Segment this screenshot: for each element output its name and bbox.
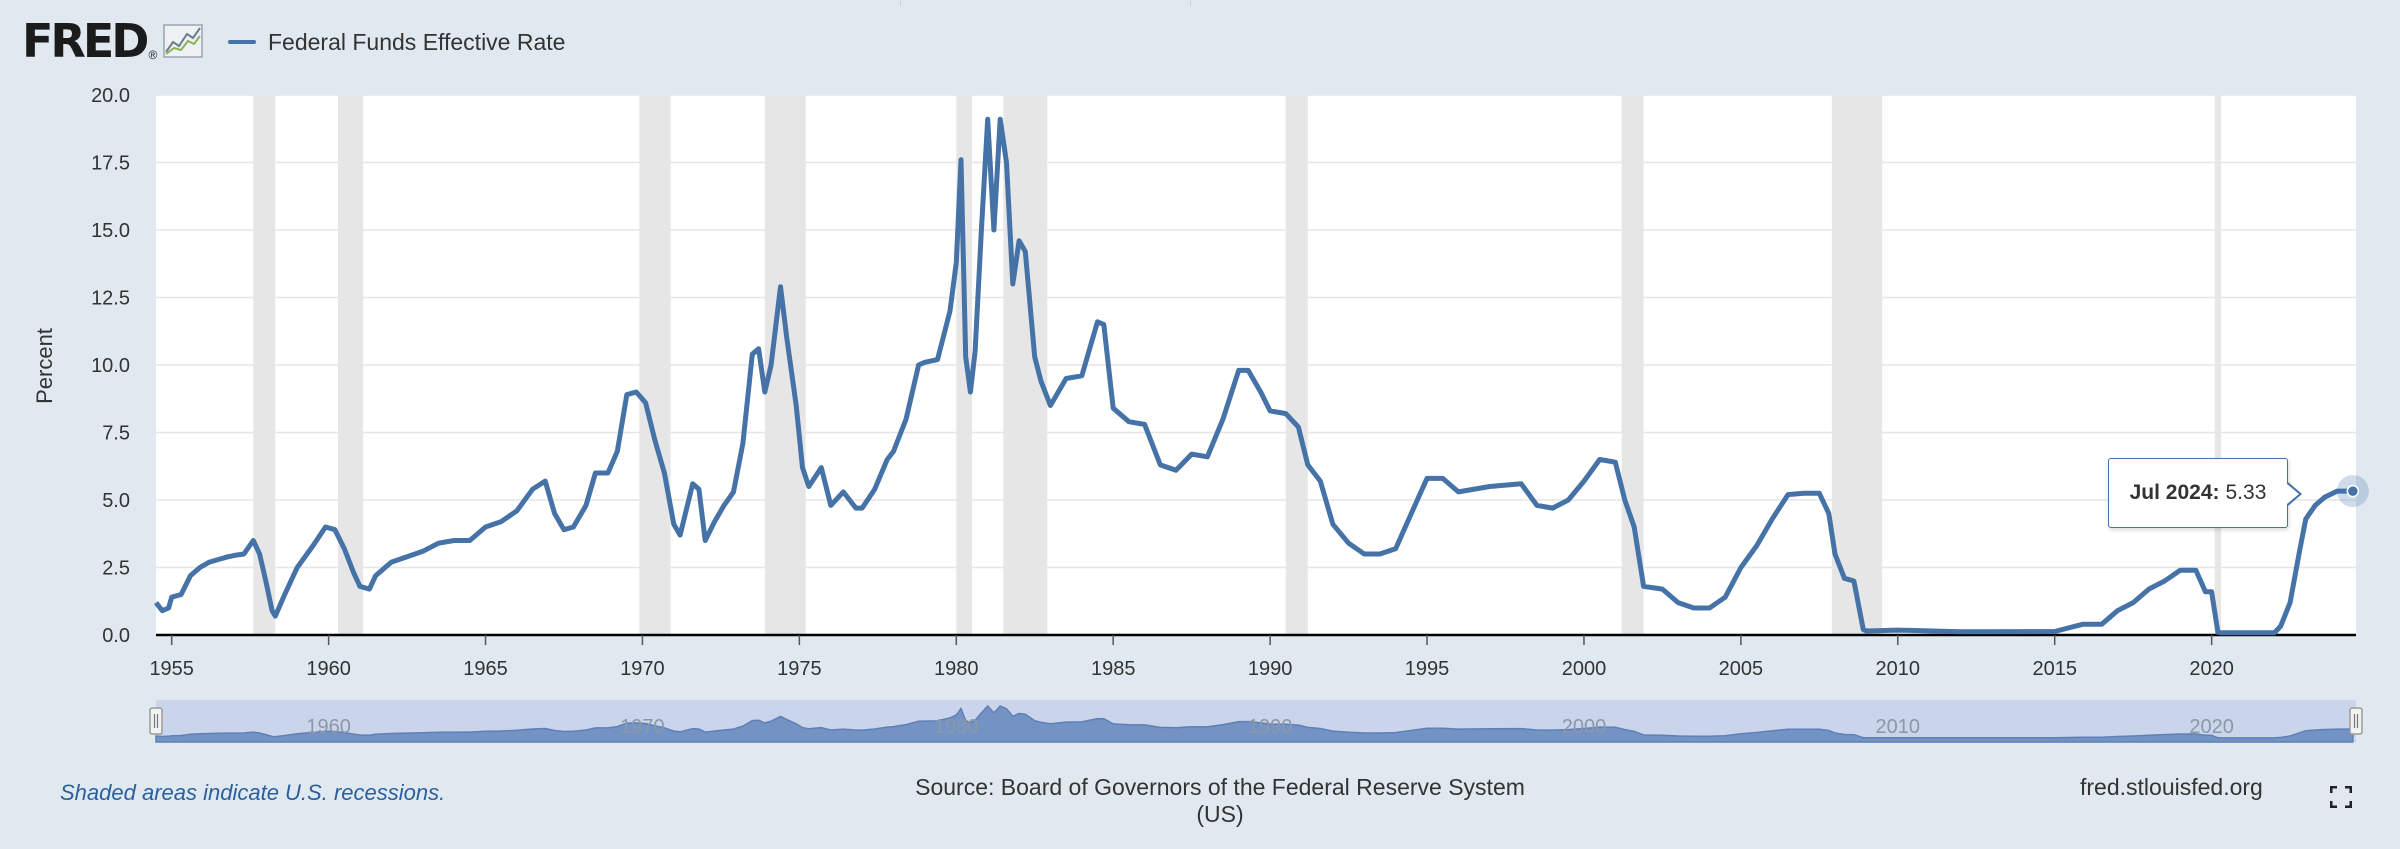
y-tick-label: 7.5 [102,423,130,445]
top-divider [900,0,901,6]
x-tick-label: 1995 [1405,658,1450,680]
x-tick-label: 1985 [1091,658,1136,680]
y-tick-label: 10.0 [91,355,130,377]
site-link[interactable]: fred.stlouisfed.org [2080,774,2263,800]
navigator-tick-label: 2000 [1562,716,1607,738]
navigator-selection [156,700,2356,742]
x-tick-label: 2020 [2189,658,2234,680]
x-tick-label: 1990 [1248,658,1293,680]
y-tick-label: 17.5 [91,153,130,175]
y-tick-label: 12.5 [91,288,130,310]
fred-logo[interactable]: FRED ® [22,14,204,68]
fullscreen-icon[interactable] [2330,786,2352,808]
y-tick-label: 0.0 [102,625,130,647]
x-tick-label: 1975 [777,658,822,680]
x-tick-label: 2000 [1562,658,1607,680]
y-tick-label: 2.5 [102,558,130,580]
navigator-tick-label: 1970 [620,716,665,738]
x-tick-label: 1960 [306,658,351,680]
logo-registered-mark: ® [148,48,158,62]
navigator-handle-right[interactable] [2349,707,2363,735]
x-tick-label: 2010 [1876,658,1921,680]
navigator-tick-label: 2020 [2189,716,2234,738]
x-tick-label: 2005 [1719,658,1764,680]
y-tick-label: 5.0 [102,490,130,512]
tooltip-value: 5.33 [2225,481,2267,504]
y-tick-label: 20.0 [91,85,130,107]
navigator-tick-label: 1960 [306,716,351,738]
x-tick-label: 1970 [620,658,665,680]
hover-point [2346,484,2360,498]
source-text: Source: Board of Governors of the Federa… [915,774,1525,827]
data-tooltip: Jul 2024: 5.33 [2108,458,2302,528]
navigator-tick-label: 2010 [1876,716,1921,738]
navigator-area [155,704,2354,743]
tooltip-date: Jul 2024: [2129,481,2220,504]
y-tick-label: 15.0 [91,220,130,242]
x-tick-label: 2015 [2032,658,2077,680]
x-tick-label: 1955 [149,658,194,680]
legend-label: Federal Funds Effective Rate [268,28,566,55]
logo-text: FRED [22,14,149,68]
legend-swatch [228,40,256,44]
recession-note: Shaded areas indicate U.S. recessions. [60,780,446,805]
chart-legend[interactable]: Federal Funds Effective Rate [228,26,565,58]
x-tick-label: 1980 [934,658,979,680]
handle-body [2349,707,2363,735]
series-line [154,116,2353,636]
navigator-tick-label: 1980 [934,716,979,738]
top-divider [1190,0,1191,6]
handle-body [149,707,163,735]
navigator-handle-left[interactable] [149,707,163,735]
navigator-tick-label: 1990 [1248,716,1293,738]
fred-chart-icon [163,24,204,58]
chart-svg[interactable]: Percent 0.0 2.5 5.0 7.5 10.0 12.5 15.0 17.5 20.0… [0,0,2400,760]
x-tick-label: 1965 [463,658,508,680]
y-axis-label: Percent [32,328,57,404]
